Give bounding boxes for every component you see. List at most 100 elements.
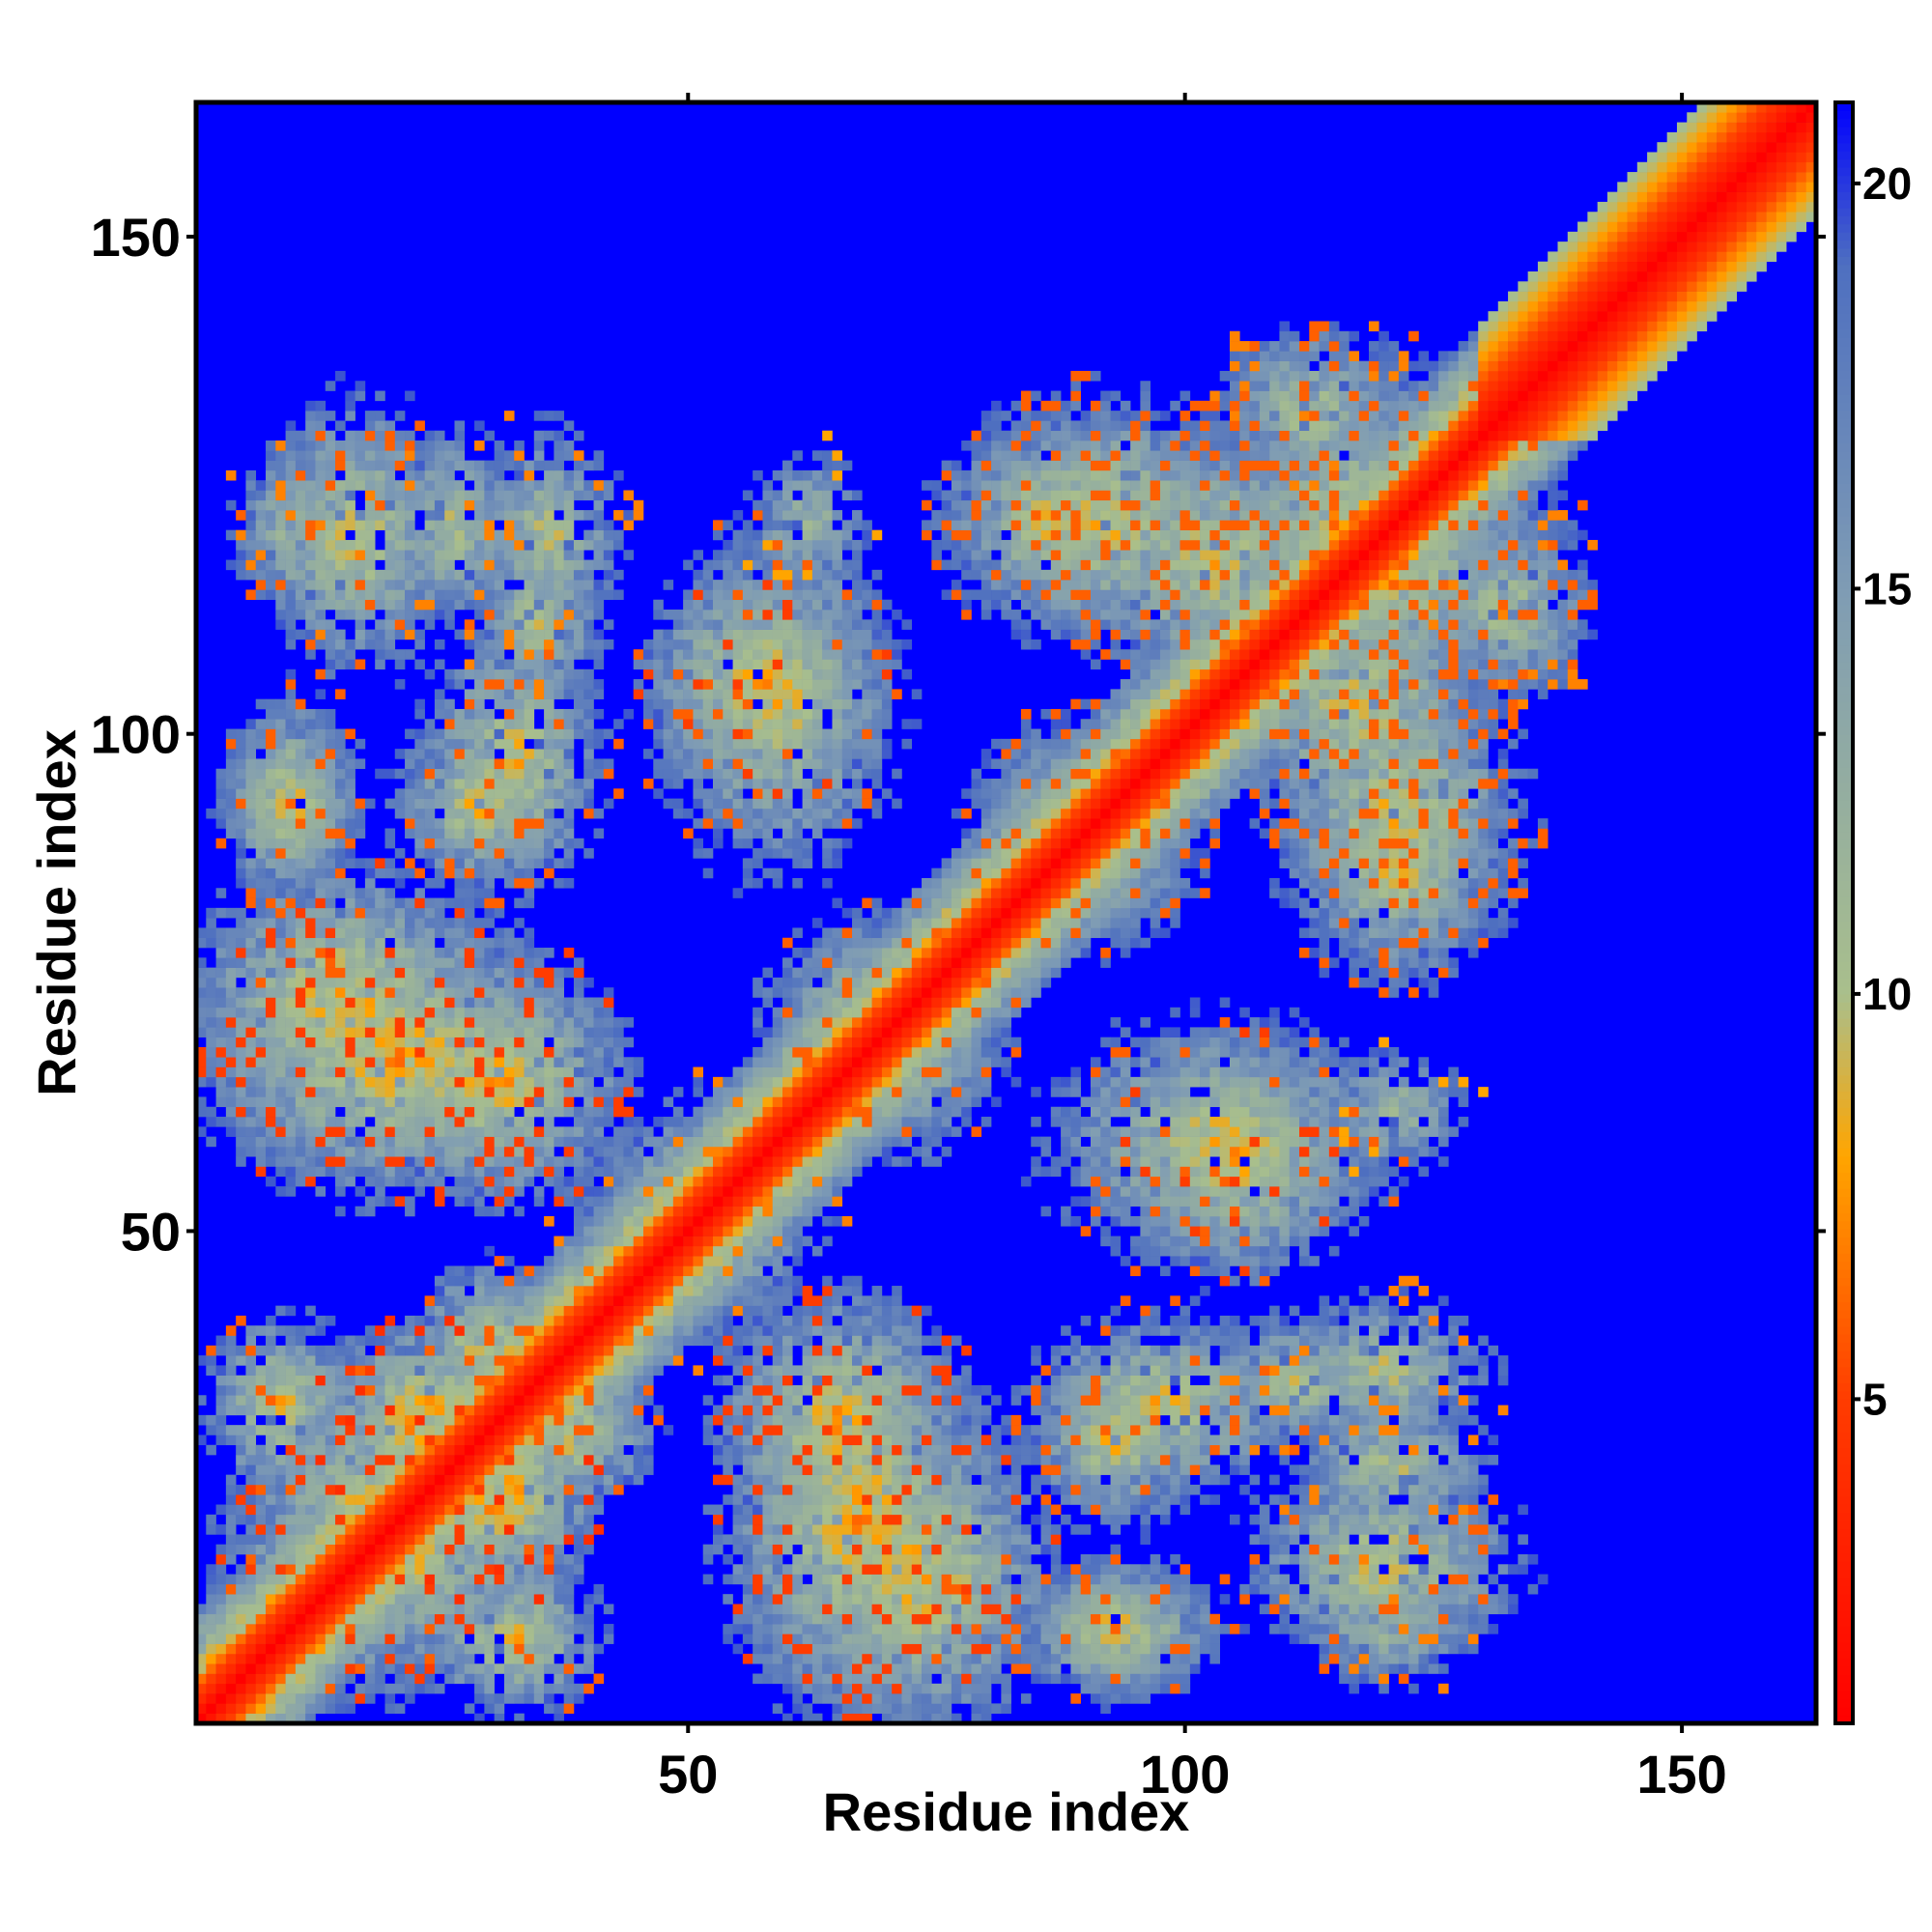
heatmap-cell <box>1080 1375 1092 1386</box>
heatmap-cell <box>544 1256 554 1266</box>
heatmap-cell <box>1358 1375 1370 1386</box>
heatmap-cell <box>1339 1594 1350 1605</box>
heatmap-cell <box>335 1384 346 1396</box>
heatmap-cell <box>802 1206 813 1217</box>
heatmap-cell <box>484 1624 495 1634</box>
heatmap-cell <box>424 1534 436 1545</box>
heatmap-cell <box>554 1305 564 1317</box>
heatmap-cell <box>1229 1325 1240 1336</box>
heatmap-cell <box>454 1604 466 1615</box>
heatmap-cell <box>1100 1464 1111 1475</box>
heatmap-cell <box>892 1693 902 1704</box>
heatmap-cell <box>951 1634 962 1644</box>
heatmap-cell <box>1200 1613 1210 1625</box>
heatmap-cell <box>822 1325 833 1336</box>
heatmap-cell <box>554 1176 564 1187</box>
heatmap-cell <box>384 1534 396 1545</box>
heatmap-cell <box>454 1663 466 1674</box>
heatmap-cell <box>1031 1425 1041 1435</box>
heatmap-cell <box>1209 1325 1220 1336</box>
heatmap-cell <box>503 1176 515 1187</box>
heatmap-cell <box>1428 1464 1439 1475</box>
heatmap-cell <box>355 1335 366 1347</box>
heatmap-cell <box>971 1384 982 1396</box>
heatmap-cell <box>802 1634 813 1644</box>
heatmap-cell <box>305 1594 316 1605</box>
heatmap-cell <box>285 1643 297 1655</box>
heatmap-cell <box>1020 1624 1032 1634</box>
heatmap-cell <box>792 1653 803 1664</box>
heatmap-cell <box>1358 1305 1370 1317</box>
heatmap-cell <box>603 1236 614 1247</box>
heatmap-cell <box>881 1524 893 1535</box>
heatmap-cell <box>892 1455 902 1465</box>
heatmap-cell <box>1050 1624 1062 1634</box>
heatmap-cell <box>1189 1256 1201 1266</box>
heatmap-cell <box>1339 1345 1350 1356</box>
heatmap-cell <box>444 1574 455 1585</box>
heatmap-cell <box>991 1534 1002 1545</box>
heatmap-cell <box>1309 1365 1320 1376</box>
heatmap-cell <box>693 1335 704 1347</box>
heatmap-cell <box>871 1524 883 1535</box>
heatmap-cell <box>533 1613 545 1625</box>
heatmap-cell <box>1388 1305 1400 1317</box>
heatmap-cell <box>345 1414 355 1426</box>
heatmap-cell <box>742 1176 753 1187</box>
heatmap-cell <box>1358 1425 1370 1435</box>
heatmap-cell <box>1170 1634 1180 1644</box>
heatmap-cell <box>1418 1653 1430 1664</box>
heatmap-cell <box>1358 1384 1370 1396</box>
heatmap-cell <box>792 1395 803 1406</box>
heatmap-cell <box>922 1564 932 1575</box>
heatmap-cell <box>901 1613 913 1625</box>
heatmap-cell <box>573 1265 584 1277</box>
heatmap-cell <box>1140 1236 1151 1247</box>
heatmap-cell <box>275 1553 286 1565</box>
heatmap-cell <box>454 1484 466 1495</box>
heatmap-cell <box>315 1484 327 1495</box>
heatmap-cell <box>1369 1365 1379 1376</box>
heatmap-cell <box>245 1604 257 1615</box>
heatmap-cell <box>712 1166 724 1178</box>
heatmap-cell <box>1061 1375 1071 1386</box>
heatmap-cell <box>394 1504 406 1516</box>
heatmap-cell <box>444 1286 455 1296</box>
heatmap-cell <box>653 1265 664 1277</box>
heatmap-cell <box>792 1166 803 1178</box>
heatmap-cell <box>1110 1634 1122 1644</box>
heatmap-cell <box>1050 1166 1062 1178</box>
heatmap-cell <box>266 1564 276 1575</box>
heatmap-cell <box>613 1375 624 1386</box>
heatmap-cell <box>1020 1435 1032 1446</box>
heatmap-cell <box>862 1414 872 1426</box>
heatmap-cell <box>514 1673 525 1685</box>
heatmap-cell <box>1279 1444 1291 1456</box>
heatmap-cell <box>1159 1236 1171 1247</box>
heatmap-cell <box>1269 1375 1280 1386</box>
heatmap-cell <box>514 1444 525 1456</box>
heatmap-cell <box>1159 1325 1171 1336</box>
heatmap-cell <box>1309 1494 1320 1505</box>
heatmap-cell <box>1448 1464 1459 1475</box>
heatmap-cell <box>434 1455 445 1465</box>
heatmap-cell <box>762 1295 774 1306</box>
heatmap-cell <box>723 1315 733 1326</box>
heatmap-cell <box>345 1455 355 1465</box>
heatmap-cell <box>355 1553 366 1565</box>
heatmap-cell <box>702 1245 714 1257</box>
heatmap-cell <box>1140 1414 1151 1426</box>
heatmap-cell <box>563 1524 575 1535</box>
heatmap-cell <box>325 1166 336 1178</box>
heatmap-cell <box>1070 1634 1081 1644</box>
heatmap-cell <box>971 1494 982 1505</box>
heatmap-cell <box>822 1166 833 1178</box>
heatmap-cell <box>474 1345 485 1356</box>
heatmap-cell <box>922 1375 932 1386</box>
heatmap-cell <box>742 1275 753 1287</box>
heatmap-cell <box>1249 1206 1261 1217</box>
heatmap-cell <box>811 1245 823 1257</box>
heatmap-cell <box>941 1653 952 1664</box>
heatmap-cell <box>405 1335 415 1347</box>
heatmap-cell <box>434 1564 445 1575</box>
